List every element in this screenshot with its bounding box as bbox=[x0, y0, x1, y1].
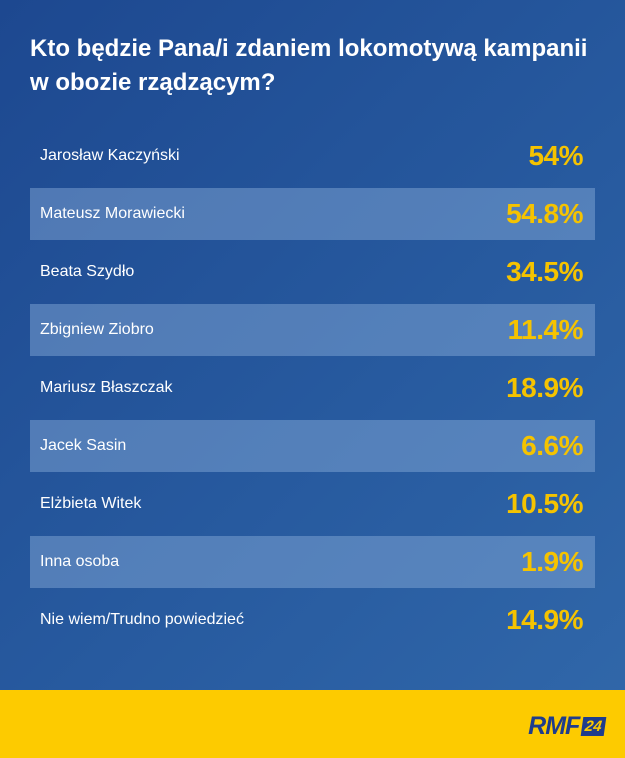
table-row: Elżbieta Witek 10.5% bbox=[30, 478, 595, 530]
table-row: Jarosław Kaczyński 54% bbox=[30, 130, 595, 182]
table-row: Zbigniew Ziobro 11.4% bbox=[30, 304, 595, 356]
rmf24-logo: RMF 24 bbox=[528, 712, 607, 741]
row-label: Inna osoba bbox=[40, 553, 120, 570]
row-label: Nie wiem/Trudno powiedzieć bbox=[40, 611, 244, 628]
row-label: Jarosław Kaczyński bbox=[40, 147, 180, 164]
table-row: Beata Szydło 34.5% bbox=[30, 246, 595, 298]
table-row: Inna osoba 1.9% bbox=[30, 536, 595, 588]
logo-text: RMF bbox=[528, 712, 580, 740]
table-row: Jacek Sasin 6.6% bbox=[30, 420, 595, 472]
row-label: Zbigniew Ziobro bbox=[40, 321, 154, 338]
row-value: 54.8% bbox=[506, 198, 583, 229]
row-label: Mariusz Błaszczak bbox=[40, 379, 173, 396]
row-value: 18.9% bbox=[506, 372, 583, 403]
row-label: Jacek Sasin bbox=[40, 437, 127, 454]
chart-title: Kto będzie Pana/i zdaniem lokomotywą kam… bbox=[30, 35, 588, 96]
row-value: 11.4% bbox=[507, 314, 584, 345]
row-label: Beata Szydło bbox=[40, 263, 135, 280]
row-value: 34.5% bbox=[506, 256, 583, 287]
row-value: 54% bbox=[528, 140, 583, 171]
results-table: Jarosław Kaczyński 54% Mateusz Morawiecki 5… bbox=[30, 130, 595, 652]
row-value: 14.9% bbox=[506, 604, 583, 635]
row-label: Elżbieta Witek bbox=[40, 495, 142, 512]
table-row: Nie wiem/Trudno powiedzieć 14.9% bbox=[30, 594, 595, 646]
row-value: 6.6% bbox=[521, 430, 583, 461]
table-row: Mariusz Błaszczak 18.9% bbox=[30, 362, 595, 414]
row-label: Mateusz Morawiecki bbox=[40, 205, 185, 222]
row-value: 1.9% bbox=[521, 546, 583, 577]
table-row: Mateusz Morawiecki 54.8% bbox=[30, 188, 595, 240]
logo-badge: 24 bbox=[580, 717, 607, 736]
row-value: 10.5% bbox=[506, 488, 583, 519]
footer-bar: RMF 24 bbox=[0, 690, 625, 758]
